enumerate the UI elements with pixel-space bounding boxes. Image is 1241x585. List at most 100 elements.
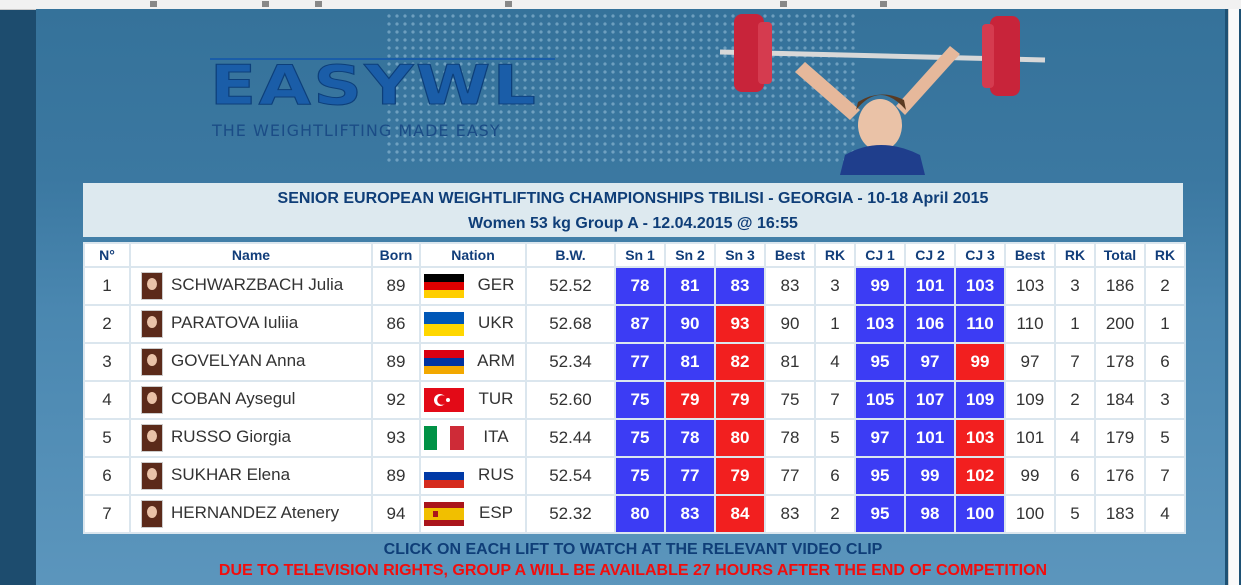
column-header: CJ 3 bbox=[956, 244, 1004, 266]
snatch-rank-cell: 1 bbox=[816, 306, 854, 342]
snatch-attempt-cell[interactable]: 77 bbox=[616, 344, 664, 380]
cleanjerk-attempt-cell[interactable]: 98 bbox=[906, 496, 954, 532]
snatch-attempt-cell[interactable]: 83 bbox=[666, 496, 714, 532]
snatch-attempt-cell[interactable]: 84 bbox=[716, 496, 764, 532]
snatch-rank-cell: 7 bbox=[816, 382, 854, 418]
athlete-name: SUKHAR Elena bbox=[171, 465, 291, 485]
snatch-attempt-cell[interactable]: 77 bbox=[666, 458, 714, 494]
cleanjerk-attempt-cell[interactable]: 107 bbox=[906, 382, 954, 418]
snatch-attempt-cell[interactable]: 93 bbox=[716, 306, 764, 342]
snatch-attempt-cell[interactable]: 87 bbox=[616, 306, 664, 342]
cleanjerk-attempt-cell[interactable]: 106 bbox=[906, 306, 954, 342]
cleanjerk-attempt-cell[interactable]: 109 bbox=[956, 382, 1004, 418]
snatch-attempt-cell[interactable]: 75 bbox=[616, 420, 664, 456]
snatch-attempt-cell[interactable]: 75 bbox=[616, 382, 664, 418]
snatch-attempt-cell[interactable]: 80 bbox=[616, 496, 664, 532]
cleanjerk-attempt-cell[interactable]: 95 bbox=[856, 458, 904, 494]
snatch-attempt-cell[interactable]: 80 bbox=[716, 420, 764, 456]
snatch-attempt-cell[interactable]: 79 bbox=[716, 458, 764, 494]
cleanjerk-best-cell: 103 bbox=[1006, 268, 1054, 304]
athlete-photo bbox=[141, 424, 163, 452]
snatch-attempt-cell[interactable]: 79 bbox=[666, 382, 714, 418]
weightlifter-illustration bbox=[719, 14, 1046, 175]
flag-icon bbox=[424, 502, 464, 526]
nation-code: RUS bbox=[478, 465, 514, 485]
bookmark-icon[interactable] bbox=[315, 1, 322, 7]
cleanjerk-best-cell: 110 bbox=[1006, 306, 1054, 342]
bookmark-icon[interactable] bbox=[505, 1, 512, 7]
nation-cell: ARM bbox=[421, 344, 525, 380]
snatch-attempt-cell[interactable]: 78 bbox=[616, 268, 664, 304]
cleanjerk-rank-cell: 6 bbox=[1056, 458, 1094, 494]
cleanjerk-attempt-cell[interactable]: 97 bbox=[856, 420, 904, 456]
snatch-attempt-cell[interactable]: 90 bbox=[666, 306, 714, 342]
cleanjerk-attempt-cell[interactable]: 95 bbox=[856, 344, 904, 380]
table-row: 1 SCHWARZBACH Julia 89 GER 52.52 78 81 83 83 3 99 1… bbox=[85, 268, 1184, 304]
born-cell: 92 bbox=[373, 382, 419, 418]
cleanjerk-attempt-cell[interactable]: 105 bbox=[856, 382, 904, 418]
cleanjerk-attempt-cell[interactable]: 101 bbox=[906, 420, 954, 456]
competition-header: SENIOR EUROPEAN WEIGHTLIFTING CHAMPIONSH… bbox=[83, 183, 1183, 237]
snatch-attempt-cell[interactable]: 79 bbox=[716, 382, 764, 418]
bookmark-icon[interactable] bbox=[262, 1, 269, 7]
snatch-rank-cell: 4 bbox=[816, 344, 854, 380]
easywl-logo[interactable]: EASYWL THE WEIGHTLIFTING MADE EASY bbox=[209, 40, 555, 140]
snatch-attempt-cell[interactable]: 78 bbox=[666, 420, 714, 456]
athlete-name: PARATOVA Iuliia bbox=[171, 313, 299, 333]
cleanjerk-attempt-cell[interactable]: 95 bbox=[856, 496, 904, 532]
born-cell: 89 bbox=[373, 344, 419, 380]
column-header: Total bbox=[1096, 244, 1144, 266]
athlete-name: COBAN Aysegul bbox=[171, 389, 296, 409]
nation-code: GER bbox=[477, 275, 515, 295]
snatch-best-cell: 77 bbox=[766, 458, 814, 494]
table-row: 7 HERNANDEZ Atenery 94 ESP 52.32 80 83 84 83 2 95 9… bbox=[85, 496, 1184, 532]
column-header: RK bbox=[1056, 244, 1094, 266]
cleanjerk-attempt-cell[interactable]: 101 bbox=[906, 268, 954, 304]
nation-code: ARM bbox=[477, 351, 515, 371]
bookmark-icon[interactable] bbox=[150, 1, 157, 7]
bookmark-icon[interactable] bbox=[780, 1, 787, 7]
competition-title: SENIOR EUROPEAN WEIGHTLIFTING CHAMPIONSH… bbox=[277, 190, 989, 207]
nation-code: UKR bbox=[478, 313, 514, 333]
cleanjerk-attempt-cell[interactable]: 102 bbox=[956, 458, 1004, 494]
cleanjerk-rank-cell: 7 bbox=[1056, 344, 1094, 380]
snatch-attempt-cell[interactable]: 75 bbox=[616, 458, 664, 494]
athlete-name: SCHWARZBACH Julia bbox=[171, 275, 344, 295]
athlete-name: GOVELYAN Anna bbox=[171, 351, 306, 371]
athlete-name-cell: COBAN Aysegul bbox=[131, 382, 371, 418]
snatch-rank-cell: 6 bbox=[816, 458, 854, 494]
cleanjerk-best-cell: 97 bbox=[1006, 344, 1054, 380]
nation-cell: TUR bbox=[421, 382, 525, 418]
cleanjerk-rank-cell: 4 bbox=[1056, 420, 1094, 456]
position-cell: 3 bbox=[85, 344, 129, 380]
snatch-rank-cell: 3 bbox=[816, 268, 854, 304]
cleanjerk-attempt-cell[interactable]: 103 bbox=[956, 268, 1004, 304]
cleanjerk-attempt-cell[interactable]: 110 bbox=[956, 306, 1004, 342]
athlete-photo bbox=[141, 500, 163, 528]
snatch-attempt-cell[interactable]: 82 bbox=[716, 344, 764, 380]
scrollbar[interactable] bbox=[1228, 9, 1239, 585]
column-header: Sn 1 bbox=[616, 244, 664, 266]
right-margin bbox=[1225, 9, 1241, 585]
cleanjerk-attempt-cell[interactable]: 97 bbox=[906, 344, 954, 380]
cleanjerk-attempt-cell[interactable]: 99 bbox=[856, 268, 904, 304]
total-rank-cell: 4 bbox=[1146, 496, 1184, 532]
snatch-attempt-cell[interactable]: 81 bbox=[666, 268, 714, 304]
total-cell: 183 bbox=[1096, 496, 1144, 532]
cleanjerk-rank-cell: 5 bbox=[1056, 496, 1094, 532]
snatch-best-cell: 90 bbox=[766, 306, 814, 342]
athlete-name: RUSSO Giorgia bbox=[171, 427, 291, 447]
snatch-attempt-cell[interactable]: 83 bbox=[716, 268, 764, 304]
cleanjerk-attempt-cell[interactable]: 100 bbox=[956, 496, 1004, 532]
column-header: B.W. bbox=[527, 244, 614, 266]
bookmark-icon[interactable] bbox=[880, 1, 887, 7]
cleanjerk-attempt-cell[interactable]: 99 bbox=[906, 458, 954, 494]
snatch-attempt-cell[interactable]: 81 bbox=[666, 344, 714, 380]
position-cell: 4 bbox=[85, 382, 129, 418]
cleanjerk-attempt-cell[interactable]: 103 bbox=[956, 420, 1004, 456]
cleanjerk-attempt-cell[interactable]: 103 bbox=[856, 306, 904, 342]
nation-cell: GER bbox=[421, 268, 525, 304]
cleanjerk-attempt-cell[interactable]: 99 bbox=[956, 344, 1004, 380]
athlete-name-cell: SUKHAR Elena bbox=[131, 458, 371, 494]
snatch-best-cell: 81 bbox=[766, 344, 814, 380]
